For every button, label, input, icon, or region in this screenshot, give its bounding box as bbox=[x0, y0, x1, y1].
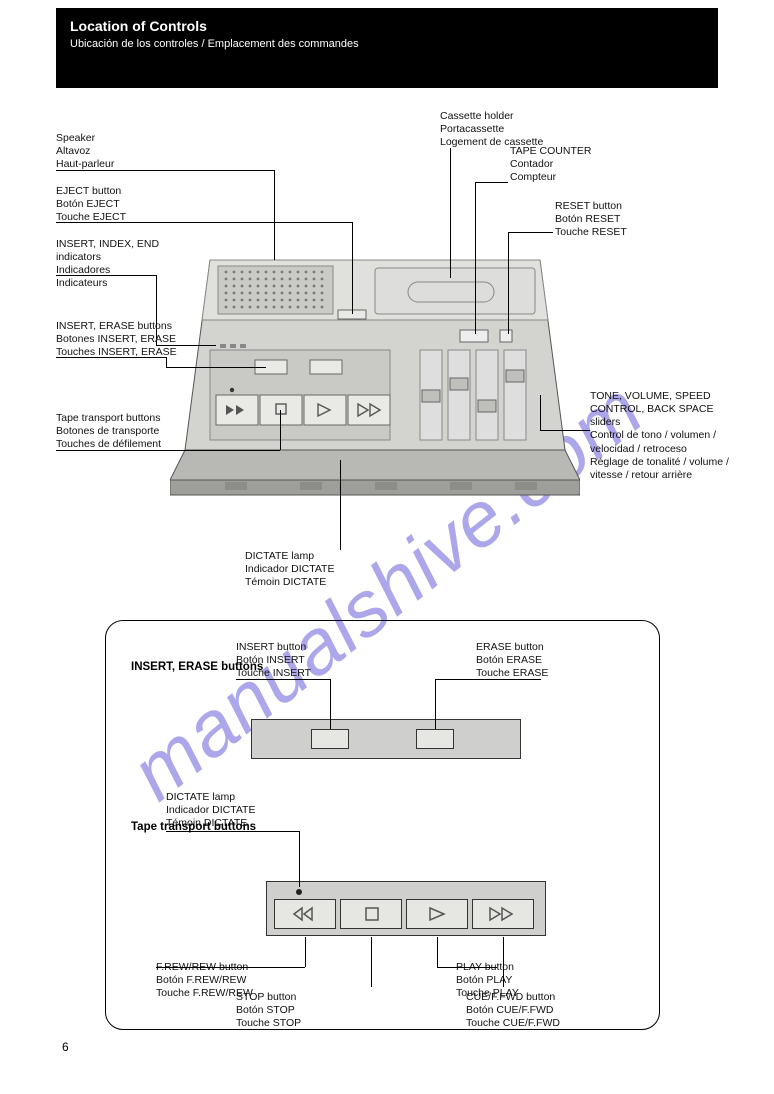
lead-tc-h bbox=[475, 182, 508, 183]
btn-erase bbox=[416, 729, 454, 749]
detail-box: INSERT, ERASE buttons INSERT button Botó… bbox=[105, 620, 660, 1030]
banner-title: Location of Controls bbox=[70, 18, 704, 34]
lead-ind-h bbox=[56, 275, 156, 276]
lead-sl-h bbox=[540, 430, 590, 431]
lead-cas-v bbox=[450, 148, 451, 278]
lead-b-dict-h bbox=[166, 831, 299, 832]
label-dictate2: DICTATE lamp Indicador DICTATE Témoin DI… bbox=[166, 791, 316, 830]
lead-b-rew-h bbox=[156, 967, 305, 968]
page-number: 6 bbox=[62, 1040, 69, 1054]
lead-a-l bbox=[330, 679, 331, 729]
label-insert: INSERT button Botón INSERT Touche INSERT bbox=[236, 641, 386, 680]
label-cassette: Cassette holder Portacassette Logement d… bbox=[440, 110, 640, 149]
lead-tr-v bbox=[280, 410, 281, 450]
label-ff: CUE/F.FWD button Botón CUE/F.FWD Touche … bbox=[466, 991, 646, 1030]
stop-icon bbox=[358, 905, 386, 923]
label-sliders: TONE, VOLUME, SPEED CONTROL, BACK SPACE … bbox=[590, 390, 770, 482]
lead-a-r-h bbox=[435, 679, 541, 680]
lead-tr-h bbox=[56, 450, 280, 451]
lead-b-dict bbox=[299, 831, 300, 887]
lead-rs-h bbox=[508, 232, 553, 233]
lead-a-r bbox=[435, 679, 436, 729]
panel-insert-erase bbox=[251, 719, 521, 759]
banner-subtitle: Ubicación de los controles / Emplacement… bbox=[70, 38, 704, 50]
ff-icon bbox=[484, 905, 524, 923]
lead-tc-v bbox=[475, 182, 476, 334]
label-tape-cnt: TAPE COUNTER Contador Compteur bbox=[510, 145, 670, 184]
lead-rs-v bbox=[508, 232, 509, 334]
page-banner: Location of Controls Ubicación de los co… bbox=[56, 8, 718, 88]
device-figure bbox=[170, 250, 580, 510]
label-eject: EJECT button Botón EJECT Touche EJECT bbox=[56, 185, 206, 224]
device-svg bbox=[170, 250, 580, 510]
label-speaker: Speaker Altavoz Haut-parleur bbox=[56, 132, 206, 171]
label-dictate: DICTATE lamp Indicador DICTATE Témoin DI… bbox=[245, 550, 425, 589]
rew-icon bbox=[286, 905, 324, 923]
play-icon bbox=[422, 905, 452, 923]
lead-ie-h bbox=[56, 357, 166, 358]
lead-eject-h2 bbox=[236, 222, 352, 223]
label-stop: STOP button Botón STOP Touche STOP bbox=[236, 991, 396, 1030]
lead-b-stop bbox=[371, 937, 372, 987]
dictate-dot bbox=[296, 889, 302, 895]
lead-speaker-h2 bbox=[174, 170, 274, 171]
label-transport: Tape transport buttons Botones de transp… bbox=[56, 412, 236, 451]
lead-b-play bbox=[437, 937, 438, 967]
lead-speaker-v bbox=[274, 170, 275, 260]
lead-eject-v bbox=[352, 222, 353, 314]
lead-speaker-h bbox=[56, 170, 174, 171]
lead-ie-h2 bbox=[166, 367, 266, 368]
label-reset: RESET button Botón RESET Touche RESET bbox=[555, 200, 715, 239]
lead-a-l-h bbox=[236, 679, 330, 680]
btn-insert bbox=[311, 729, 349, 749]
lead-b-play-h bbox=[437, 967, 497, 968]
lead-ie-v bbox=[166, 357, 167, 367]
lead-dict-v bbox=[340, 460, 341, 550]
label-indicators: INSERT, INDEX, END indicators Indicadore… bbox=[56, 238, 226, 291]
label-erase: ERASE button Botón ERASE Touche ERASE bbox=[476, 641, 626, 680]
label-insert-erase: INSERT, ERASE buttons Botones INSERT, ER… bbox=[56, 320, 226, 359]
lead-sl-v bbox=[540, 395, 541, 430]
lead-eject-h bbox=[56, 222, 236, 223]
